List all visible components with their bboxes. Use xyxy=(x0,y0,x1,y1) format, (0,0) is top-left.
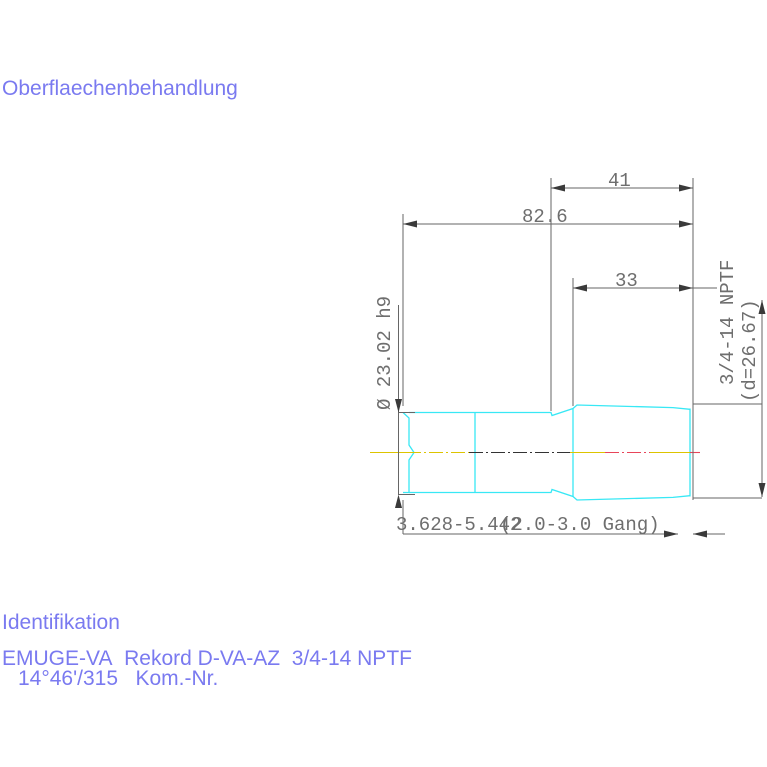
svg-text:82.6: 82.6 xyxy=(522,206,568,228)
svg-text:33: 33 xyxy=(615,270,638,292)
svg-text:(2.0-3.0 Gang): (2.0-3.0 Gang) xyxy=(500,514,660,536)
svg-text:(d=26.67): (d=26.67) xyxy=(739,299,761,402)
svg-text:41: 41 xyxy=(608,170,631,192)
svg-text:3/4-14 NPTF: 3/4-14 NPTF xyxy=(717,260,739,385)
svg-text:Ø 23.02 h9: Ø 23.02 h9 xyxy=(374,296,396,410)
